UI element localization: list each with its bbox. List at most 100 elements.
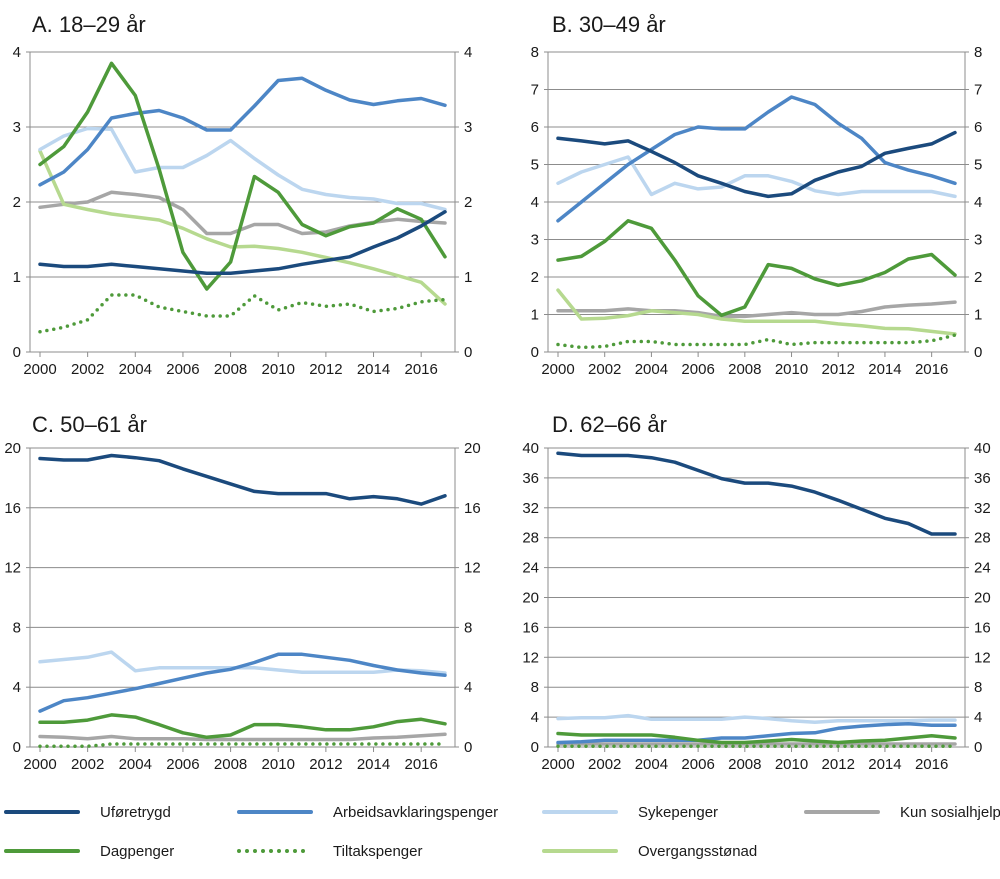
y-tick-label: 2 — [531, 269, 539, 286]
y2-tick-label: 2 — [464, 194, 472, 211]
series-dagpenger — [556, 219, 957, 318]
x-tick-label: 2016 — [915, 361, 948, 378]
x-tick-label: 2016 — [915, 756, 948, 773]
y2-tick-label: 0 — [464, 344, 472, 361]
y-tick-label: 0 — [531, 739, 539, 756]
x-tick-label: 2016 — [404, 756, 437, 773]
x-tick-label: 2006 — [166, 756, 199, 773]
y-tick-label: 0 — [531, 344, 539, 361]
panel-title: D. 62–66 år — [552, 412, 667, 437]
series-uforetrygd — [556, 451, 957, 536]
y-tick-label: 8 — [531, 679, 539, 696]
y-tick-label: 16 — [522, 619, 539, 636]
y2-tick-label: 6 — [974, 119, 982, 136]
x-tick-label: 2004 — [635, 756, 668, 773]
panel-title: C. 50–61 år — [32, 412, 147, 437]
series-kun-sosialhjelp — [38, 732, 447, 742]
legend-label: Kun sosialhjelp — [900, 803, 1000, 821]
series-sykepenger — [556, 155, 957, 199]
legend-swatch — [540, 802, 620, 822]
legend-label: Arbeidsavklaringspenger — [333, 803, 499, 821]
y-tick-label: 20 — [4, 440, 21, 457]
y2-tick-label: 2 — [974, 269, 982, 286]
x-tick-label: 2008 — [728, 756, 761, 773]
series-arbeidsavklaringspenger — [38, 652, 447, 713]
x-tick-label: 2012 — [822, 361, 855, 378]
legend-label: Dagpenger — [100, 842, 175, 860]
x-tick-label: 2002 — [71, 756, 104, 773]
legend-swatch — [802, 802, 882, 822]
x-tick-label: 2014 — [868, 361, 901, 378]
series-sykepenger — [556, 713, 957, 725]
x-tick-label: 2016 — [404, 361, 437, 378]
x-tick-label: 2010 — [775, 756, 808, 773]
x-tick-label: 2006 — [681, 756, 714, 773]
legend-item-uforetrygd: Uføretrygd — [2, 800, 171, 824]
panel-4: D. 62–66 år 0 0 4 4 8 8 12 12 16 16 20 20 24 24 28 28 32 3… — [522, 412, 990, 773]
y2-tick-label: 0 — [974, 344, 982, 361]
legend-swatch — [2, 841, 82, 861]
x-tick-label: 2002 — [71, 361, 104, 378]
y2-tick-label: 16 — [974, 619, 991, 636]
y2-tick-label: 24 — [974, 560, 991, 577]
y2-tick-label: 12 — [974, 649, 991, 666]
series-uforetrygd — [38, 210, 447, 276]
x-tick-label: 2002 — [588, 361, 621, 378]
x-tick-label: 2008 — [728, 361, 761, 378]
series-sykepenger — [38, 126, 447, 212]
x-tick-label: 2014 — [868, 756, 901, 773]
legend-swatch — [235, 802, 315, 822]
x-tick-label: 2004 — [119, 361, 152, 378]
legend-label: Tiltakspenger — [333, 842, 423, 860]
x-tick-label: 2014 — [357, 361, 390, 378]
series-overgangsstonad — [556, 288, 957, 336]
legend-item-overgangsstonad: Overgangsstønad — [540, 839, 757, 863]
series-dagpenger — [556, 731, 957, 745]
series-dagpenger — [38, 713, 447, 740]
x-tick-label: 2000 — [23, 361, 56, 378]
panel-2: B. 30–49 år 0 0 1 1 2 2 3 3 4 4 5 5 6 6 7 7 8 8 2000 2002 200… — [531, 12, 983, 378]
panel-1: A. 18–29 år 0 0 1 1 2 2 3 3 4 4 2000 2002 2004 2006 200… — [13, 12, 473, 378]
x-tick-label: 2012 — [309, 361, 342, 378]
y-tick-label: 8 — [531, 44, 539, 61]
series-arbeidsavklaringspenger — [38, 76, 447, 187]
x-tick-label: 2010 — [262, 361, 295, 378]
y2-tick-label: 7 — [974, 82, 982, 99]
legend-swatch — [2, 802, 82, 822]
y2-tick-label: 28 — [974, 530, 991, 547]
x-tick-label: 2014 — [357, 756, 390, 773]
y-tick-label: 0 — [13, 739, 21, 756]
x-tick-label: 2012 — [309, 756, 342, 773]
series-overgangsstonad — [38, 149, 447, 306]
legend-item-arbeidsavklaringspenger: Arbeidsavklaringspenger — [235, 800, 498, 824]
legend: Uføretrygd Arbeidsavklaringspenger Sykepen… — [0, 796, 1000, 876]
y-tick-label: 1 — [13, 269, 21, 286]
legend-label: Sykepenger — [638, 803, 719, 821]
y-tick-label: 12 — [522, 649, 539, 666]
y-tick-label: 20 — [522, 590, 539, 607]
y2-tick-label: 0 — [464, 739, 472, 756]
panel-title: A. 18–29 år — [32, 12, 146, 37]
series-arbeidsavklaringspenger — [556, 95, 957, 223]
x-tick-label: 2004 — [119, 756, 152, 773]
series-dagpenger — [38, 61, 447, 291]
y-tick-label: 6 — [531, 119, 539, 136]
legend-item-tiltakspenger: Tiltakspenger — [235, 839, 423, 863]
y-tick-label: 3 — [13, 119, 21, 136]
legend-swatch — [235, 841, 315, 861]
x-tick-label: 2010 — [262, 756, 295, 773]
y-tick-label: 4 — [13, 679, 21, 696]
legend-label: Uføretrygd — [100, 803, 171, 821]
y2-tick-label: 8 — [974, 679, 982, 696]
x-tick-label: 2000 — [541, 361, 574, 378]
y2-tick-label: 8 — [974, 44, 982, 61]
y-tick-label: 32 — [522, 500, 539, 517]
y2-tick-label: 8 — [464, 619, 472, 636]
y-tick-label: 12 — [4, 560, 21, 577]
legend-item-sykepenger: Sykepenger — [540, 800, 718, 824]
y2-tick-label: 4 — [464, 679, 472, 696]
y-tick-label: 0 — [13, 344, 21, 361]
y-tick-label: 4 — [531, 194, 539, 211]
y2-tick-label: 0 — [974, 739, 982, 756]
x-tick-label: 2006 — [681, 361, 714, 378]
